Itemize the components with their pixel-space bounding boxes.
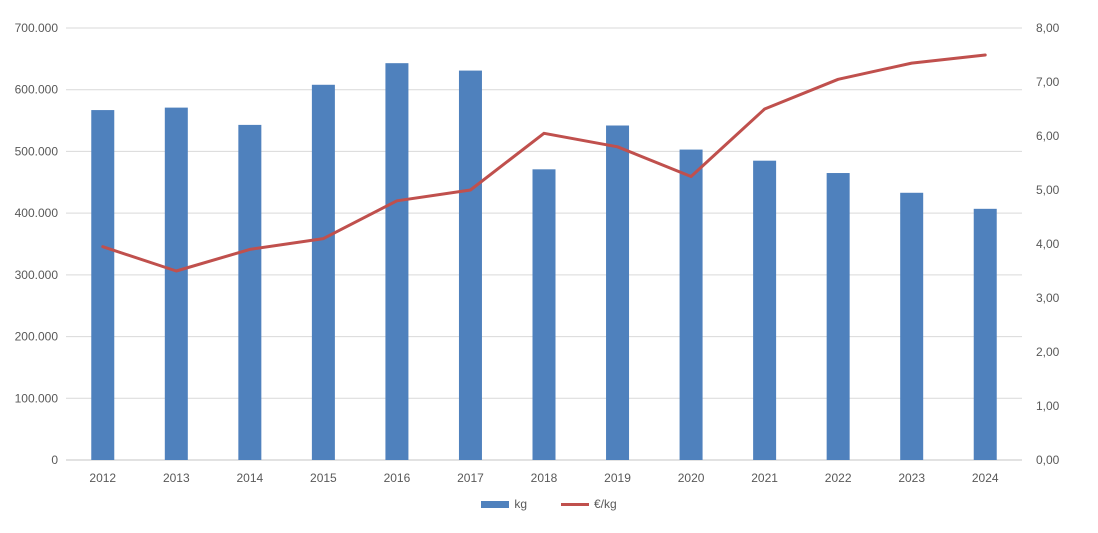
bar-series-kg[interactable] <box>91 63 997 461</box>
left-axis-tick-label: 300.000 <box>15 268 59 282</box>
left-axis-tick-labels: 0 100.000 200.000 300.000 400.000 500.000 600.… <box>15 21 59 467</box>
bar-2023[interactable] <box>900 192 924 460</box>
x-axis-label-2016: 2016 <box>384 471 411 485</box>
right-axis-tick-labels: 0,00 1,00 2,00 3,00 4,00 5,00 6,00 7,00 8,00 <box>1036 21 1060 467</box>
x-axis-label-2012: 2012 <box>89 471 116 485</box>
bar-2013[interactable] <box>164 107 188 461</box>
bar-2014[interactable] <box>238 124 262 461</box>
legend-label-kg: kg <box>514 497 527 511</box>
legend-item-eur-per-kg[interactable]: €/kg <box>561 497 617 511</box>
right-axis-tick-label: 1,00 <box>1036 399 1060 413</box>
bar-2019[interactable] <box>606 125 630 460</box>
bar-2015[interactable] <box>311 84 335 460</box>
right-axis-tick-label: 0,00 <box>1036 453 1060 467</box>
left-axis-tick-label: 200.000 <box>15 330 59 344</box>
chart-legend: kg €/kg <box>0 497 1098 511</box>
x-axis-label-2023: 2023 <box>898 471 925 485</box>
x-axis-label-2021: 2021 <box>751 471 778 485</box>
bar-2012[interactable] <box>91 110 115 460</box>
x-axis-label-2013: 2013 <box>163 471 190 485</box>
bar-2021[interactable] <box>753 160 777 460</box>
right-axis-tick-label: 5,00 <box>1036 183 1060 197</box>
bar-2022[interactable] <box>826 173 850 460</box>
x-axis-label-2020: 2020 <box>678 471 705 485</box>
x-axis-label-2017: 2017 <box>457 471 484 485</box>
left-axis-tick-label: 400.000 <box>15 206 59 220</box>
right-axis-tick-label: 3,00 <box>1036 291 1060 305</box>
right-axis-tick-label: 7,00 <box>1036 75 1060 89</box>
line-series-swatch-icon <box>561 502 589 506</box>
right-axis-tick-label: 2,00 <box>1036 345 1060 359</box>
left-axis-tick-label: 500.000 <box>15 144 59 158</box>
x-axis-label-2024: 2024 <box>972 471 999 485</box>
x-axis-label-2018: 2018 <box>531 471 558 485</box>
left-axis-tick-label: 600.000 <box>15 83 59 97</box>
right-axis-tick-label: 4,00 <box>1036 237 1060 251</box>
bar-series-swatch-icon <box>481 500 510 508</box>
bar-2018[interactable] <box>532 169 556 460</box>
x-axis-label-2015: 2015 <box>310 471 337 485</box>
bar-2024[interactable] <box>973 208 997 460</box>
line-series-eur-per-kg[interactable] <box>101 53 987 273</box>
x-axis-label-2019: 2019 <box>604 471 631 485</box>
bar-2017[interactable] <box>458 70 482 460</box>
x-axis-label-2014: 2014 <box>236 471 263 485</box>
bar-2016[interactable] <box>385 63 409 460</box>
x-axis-category-labels: 2012 2013 2014 2015 2016 2017 2018 2019 2020 2021… <box>89 471 998 485</box>
left-axis-tick-label: 0 <box>51 453 58 467</box>
left-axis-tick-label: 100.000 <box>15 391 59 405</box>
legend-label-eur-per-kg: €/kg <box>594 497 617 511</box>
right-axis-tick-label: 6,00 <box>1036 129 1060 143</box>
x-axis-label-2022: 2022 <box>825 471 852 485</box>
bar-2020[interactable] <box>679 149 703 460</box>
legend-item-kg[interactable]: kg <box>481 497 527 511</box>
left-axis-tick-label: 700.000 <box>15 21 59 35</box>
price-line[interactable] <box>101 53 987 273</box>
right-axis-tick-label: 8,00 <box>1036 21 1060 35</box>
